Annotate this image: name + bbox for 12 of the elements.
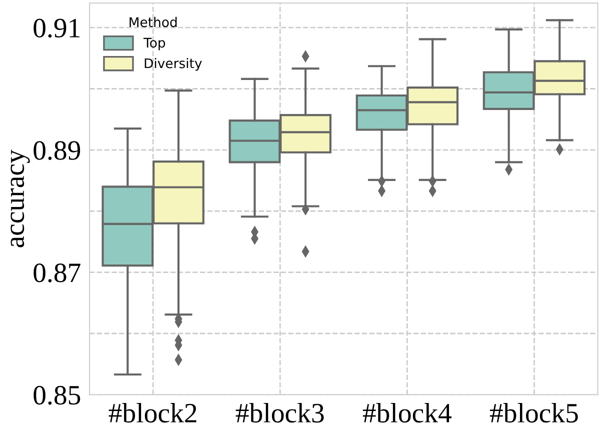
y-tick-label: 0.85 [34,386,80,405]
y-tick-label: 0.87 [34,263,80,282]
x-tick-label: #block2 [108,403,196,423]
y-tick-label: 0.91 [34,18,80,38]
y-tick-label: 0.89 [34,141,80,160]
legend-label: Top [144,38,166,50]
x-tick-label: #block4 [362,403,452,423]
legend-label: Diversity [144,58,202,71]
x-tick-label: #block5 [490,403,578,423]
legend-title: Method [130,16,177,28]
y-axis-title: accuracy [10,150,30,248]
x-tick-label: #block3 [236,403,324,423]
